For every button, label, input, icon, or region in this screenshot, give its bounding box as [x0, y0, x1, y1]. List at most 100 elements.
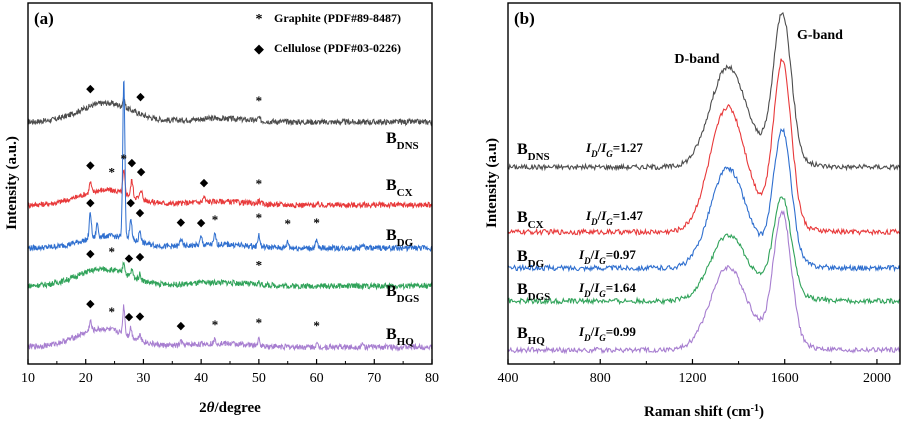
raman-label-dg: BDG [517, 248, 545, 270]
ratio-slash: / [590, 280, 595, 295]
phase-marker: ◆ [125, 311, 134, 323]
raman-label-main: B [517, 141, 528, 158]
raman-label-main: B [517, 209, 528, 226]
x-tick-label: 50 [252, 371, 266, 386]
raman-series-labels: BDNSID/IG=1.27BCXID/IG=1.47BDGID/IG=0.97… [517, 140, 643, 347]
phase-marker: * [212, 212, 219, 227]
xlabel-b-end: ) [759, 404, 764, 420]
phase-marker: * [256, 93, 263, 108]
ratio-i-g: I [593, 280, 600, 295]
ratio-d-sub: D [590, 149, 598, 159]
x-tick-label: 2000 [863, 371, 891, 386]
xrd-curves [27, 80, 433, 352]
ratio-i-d: I [585, 140, 592, 155]
raman-curve-dns [507, 11, 901, 172]
panel-b-frame [507, 2, 901, 365]
raman-curve-hq [507, 209, 901, 355]
x-tick-label: 40 [194, 371, 208, 386]
raman-curve-dgs [507, 196, 901, 306]
ratio-value: =0.99 [606, 324, 637, 339]
ratio-i-g: I [600, 140, 607, 155]
d-band-label: D-band [674, 52, 719, 67]
ratio-d-sub: D [583, 289, 591, 299]
phase-marker: * [313, 215, 320, 230]
xlabel-theta: θ [207, 400, 215, 416]
raman-label-main: B [517, 281, 528, 298]
legend-graphite-marker: * [256, 12, 263, 27]
xrd-label-sub: HQ [397, 336, 415, 348]
phase-marker: * [108, 304, 115, 319]
xrd-label-main: B [386, 130, 397, 147]
raman-label-hq: BHQ [517, 325, 545, 347]
ratio-i-g: I [593, 247, 600, 262]
xrd-label-sub: DGS [397, 293, 420, 305]
ratio-g-sub: G [606, 217, 613, 227]
panel-a-ylabel: Intensity (a.u.) [4, 136, 20, 230]
panel-b-ylabel: Intensity (a.u) [484, 138, 500, 228]
ratio-slash: / [597, 208, 602, 223]
ratio-value: =1.47 [613, 208, 644, 223]
phase-marker: ◆ [177, 320, 186, 332]
panel-b-xlabel: Raman shift (cm-1) [644, 403, 764, 421]
panel-a-xlabel: 2θ/degree [199, 400, 261, 416]
xrd-curve-dns [27, 95, 433, 127]
ratio-d-sub: D [583, 333, 591, 343]
panel-a-x-ticks: 10 20 30 40 50 60 70 80 [21, 359, 439, 386]
raman-label-sub: DG [528, 258, 545, 270]
xlabel-two: 2 [199, 400, 207, 416]
phase-marker: * [284, 216, 291, 231]
phase-marker: ◆ [126, 197, 135, 209]
ratio-g-sub: G [599, 256, 606, 266]
raman-label-dgs: BDGS [517, 281, 550, 303]
raman-label-sub: DNS [528, 151, 550, 163]
raman-curve-cx [507, 58, 901, 237]
ratio-value: =1.64 [606, 280, 637, 295]
xrd-curve-hq [27, 304, 433, 352]
raman-curve-dg [507, 127, 901, 273]
phase-marker: ◆ [86, 160, 95, 172]
ratio-i-d: I [578, 247, 585, 262]
phase-marker: ◆ [136, 207, 145, 219]
phase-marker: ◆ [125, 253, 134, 265]
raman-label-sub: HQ [528, 335, 546, 347]
phase-marker: ◆ [86, 197, 95, 209]
phase-marker: * [256, 176, 263, 191]
phase-marker: * [108, 164, 115, 179]
panel-a-xrd: (a) * Graphite (PDF#89-8487) ◆ Cellulose… [4, 2, 439, 416]
phase-marker: ◆ [136, 251, 145, 263]
x-tick-label: 400 [498, 371, 519, 386]
ratio-i-g: I [600, 208, 607, 223]
ratio-label-dgs: ID/IG=1.64 [578, 280, 636, 299]
ratio-slash: / [590, 324, 595, 339]
g-band-label: G-band [797, 28, 843, 43]
raman-label-sub: DGS [528, 291, 551, 303]
ratio-d-sub: D [583, 256, 591, 266]
xrd-label-sub: CX [397, 187, 413, 199]
xrd-label-main: B [386, 283, 397, 300]
phase-marker: ◆ [197, 217, 206, 229]
ratio-value: =1.27 [613, 140, 644, 155]
x-tick-label: 70 [367, 371, 381, 386]
phase-marker: ◆ [177, 217, 186, 229]
x-tick-label: 80 [425, 371, 439, 386]
phase-marker: * [121, 151, 128, 166]
xrd-label-hq: BHQ [386, 326, 414, 348]
xrd-label-dns: BDNS [386, 130, 419, 152]
panel-b-label: (b) [514, 9, 535, 28]
xrd-label-sub: DNS [397, 140, 419, 152]
ratio-g-sub: G [606, 149, 613, 159]
xrd-label-sub: DG [397, 237, 414, 249]
xrd-phase-markers: ◆◆ *◆ ** ◆◆◆ *◆ ◆◆◆ ◆ * * * *◆ * ◆ ◆*◆ * ◆ ◆◆ * * * [86, 83, 320, 333]
phase-marker: * [256, 315, 263, 330]
x-tick-label: 20 [79, 371, 93, 386]
phase-marker: ◆ [86, 298, 95, 310]
xlabel-b-sup: -1 [751, 403, 759, 414]
ratio-i-d: I [578, 280, 585, 295]
x-tick-label: 60 [310, 371, 324, 386]
x-tick-label: 10 [21, 371, 35, 386]
ratio-i-d: I [578, 324, 585, 339]
raman-label-main: B [517, 248, 528, 265]
xrd-label-dg: BDG [386, 227, 414, 249]
